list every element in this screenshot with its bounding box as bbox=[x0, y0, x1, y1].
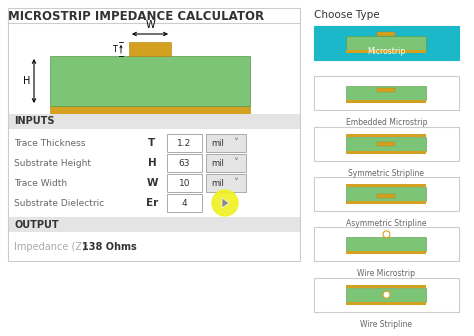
Bar bbox=[206, 174, 246, 192]
Bar bbox=[346, 251, 427, 254]
Text: Wire Microstrip: Wire Microstrip bbox=[357, 269, 416, 278]
Bar bbox=[346, 50, 427, 53]
Bar bbox=[346, 237, 427, 251]
Text: 63: 63 bbox=[179, 159, 190, 168]
Circle shape bbox=[383, 291, 390, 298]
Text: Asymmetric Stripline: Asymmetric Stripline bbox=[346, 219, 427, 228]
Text: mil: mil bbox=[211, 159, 224, 168]
Bar bbox=[206, 154, 246, 172]
Bar bbox=[377, 32, 395, 36]
Text: Trace Thickness: Trace Thickness bbox=[14, 138, 85, 148]
Bar bbox=[346, 184, 427, 187]
Text: 138 Ohms: 138 Ohms bbox=[82, 242, 137, 252]
Text: W: W bbox=[146, 178, 158, 188]
Bar bbox=[167, 174, 202, 192]
Text: Wire Stripline: Wire Stripline bbox=[361, 320, 412, 329]
Text: Trace Width: Trace Width bbox=[14, 178, 67, 187]
Text: T: T bbox=[112, 44, 118, 53]
Bar bbox=[8, 114, 300, 129]
Bar bbox=[346, 285, 427, 288]
Bar bbox=[314, 76, 459, 110]
Bar bbox=[314, 177, 459, 211]
Text: W: W bbox=[145, 20, 155, 30]
Text: H: H bbox=[23, 76, 31, 86]
Bar bbox=[346, 36, 427, 50]
Text: ˅: ˅ bbox=[234, 178, 238, 188]
Text: mil: mil bbox=[211, 178, 224, 187]
Text: 1.2: 1.2 bbox=[177, 138, 191, 148]
Polygon shape bbox=[222, 198, 229, 208]
Bar bbox=[129, 42, 171, 56]
Text: Symmetric Stripline: Symmetric Stripline bbox=[348, 169, 425, 178]
Bar bbox=[346, 151, 427, 154]
Text: T: T bbox=[148, 138, 155, 148]
Bar bbox=[8, 8, 300, 261]
Bar bbox=[50, 56, 250, 106]
Bar bbox=[346, 288, 427, 302]
Text: H: H bbox=[147, 158, 156, 168]
Bar bbox=[50, 106, 250, 115]
Text: ˅: ˅ bbox=[234, 138, 238, 148]
Bar bbox=[206, 134, 246, 152]
Bar bbox=[346, 100, 427, 103]
Bar bbox=[167, 194, 202, 212]
Text: Choose Type: Choose Type bbox=[314, 10, 380, 20]
Bar bbox=[377, 88, 395, 92]
Text: Er: Er bbox=[146, 198, 158, 208]
Bar bbox=[167, 154, 202, 172]
Text: Embedded Microstrip: Embedded Microstrip bbox=[346, 118, 427, 127]
Bar bbox=[346, 201, 427, 204]
Bar bbox=[346, 134, 427, 137]
Bar bbox=[167, 134, 202, 152]
Bar bbox=[314, 278, 459, 312]
Text: OUTPUT: OUTPUT bbox=[14, 219, 59, 229]
Text: mil: mil bbox=[211, 138, 224, 148]
Circle shape bbox=[383, 231, 390, 238]
Text: Substrate Height: Substrate Height bbox=[14, 159, 91, 168]
Bar bbox=[0, 0, 305, 336]
Bar bbox=[346, 302, 427, 305]
Text: 10: 10 bbox=[179, 178, 190, 187]
Bar bbox=[346, 86, 427, 100]
Bar bbox=[314, 127, 459, 161]
Bar bbox=[314, 227, 459, 261]
Bar bbox=[314, 26, 459, 60]
Text: Substrate Dielectric: Substrate Dielectric bbox=[14, 199, 104, 208]
Bar bbox=[377, 194, 395, 198]
Bar bbox=[346, 137, 427, 151]
Text: INPUTS: INPUTS bbox=[14, 117, 55, 126]
Text: Impedance (Z):: Impedance (Z): bbox=[14, 242, 92, 252]
Circle shape bbox=[212, 190, 238, 216]
Bar bbox=[377, 142, 395, 146]
Text: ˅: ˅ bbox=[234, 158, 238, 168]
Text: 4: 4 bbox=[182, 199, 187, 208]
Text: Microstrip: Microstrip bbox=[367, 47, 406, 56]
Text: MICROSTRIP IMPEDANCE CALCULATOR: MICROSTRIP IMPEDANCE CALCULATOR bbox=[8, 10, 264, 23]
Bar bbox=[346, 187, 427, 201]
Bar bbox=[8, 217, 300, 232]
